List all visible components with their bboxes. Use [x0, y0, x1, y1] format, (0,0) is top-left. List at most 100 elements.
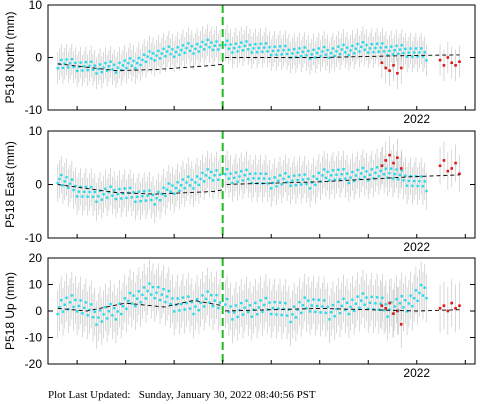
data-point — [232, 311, 236, 314]
data-point — [114, 318, 118, 321]
data-point — [285, 314, 289, 317]
data-point — [72, 188, 75, 192]
recent-point — [442, 64, 446, 67]
data-point — [195, 42, 199, 46]
data-point — [367, 307, 370, 310]
data-point — [329, 51, 333, 55]
data-point — [292, 174, 296, 177]
data-point — [225, 39, 229, 42]
data-point — [275, 185, 278, 188]
data-point — [130, 64, 134, 67]
data-point — [374, 46, 377, 50]
data-point — [82, 190, 86, 193]
data-point — [329, 174, 333, 177]
data-point — [389, 45, 393, 48]
data-point — [123, 59, 126, 62]
recent-point — [388, 301, 391, 305]
data-point — [128, 57, 132, 60]
data-point — [135, 195, 139, 198]
data-point — [155, 197, 158, 200]
data-point — [112, 306, 116, 310]
data-point — [301, 304, 305, 307]
data-point — [273, 176, 276, 179]
data-point — [307, 49, 310, 53]
data-point — [164, 300, 167, 304]
data-point — [208, 176, 211, 180]
data-point — [224, 172, 227, 176]
data-point — [232, 176, 236, 179]
data-point — [294, 316, 298, 319]
data-point — [141, 293, 144, 297]
data-point — [128, 291, 132, 295]
data-point — [190, 300, 194, 304]
data-point — [157, 190, 160, 194]
recent-point — [384, 66, 388, 70]
data-point — [82, 65, 86, 68]
data-point — [321, 305, 324, 308]
data-point — [91, 316, 95, 319]
data-point — [65, 176, 68, 179]
data-point — [289, 320, 292, 324]
data-point — [393, 172, 396, 176]
data-point — [150, 293, 153, 296]
data-point — [363, 303, 366, 306]
data-point — [326, 170, 329, 174]
data-point — [386, 315, 389, 318]
data-point — [240, 41, 243, 44]
data-point — [294, 55, 298, 59]
data-point — [60, 58, 63, 62]
data-point — [132, 191, 135, 194]
data-point — [400, 294, 403, 298]
data-point — [270, 187, 273, 190]
data-point — [411, 55, 414, 58]
data-point — [202, 48, 206, 51]
data-point — [164, 54, 167, 58]
data-point — [315, 304, 319, 308]
data-point — [384, 45, 388, 49]
data-point — [187, 295, 190, 298]
data-point — [259, 172, 262, 175]
data-point — [65, 296, 68, 300]
data-point — [273, 45, 276, 48]
data-point — [104, 61, 107, 65]
data-point — [236, 180, 239, 183]
data-point — [171, 297, 174, 300]
data-point — [135, 297, 139, 300]
data-point — [68, 301, 72, 304]
data-point — [63, 303, 66, 306]
data-point — [241, 313, 245, 316]
data-point — [67, 66, 70, 69]
data-point — [118, 187, 121, 191]
data-point — [79, 185, 82, 189]
data-point — [412, 51, 416, 54]
data-point — [359, 172, 363, 175]
data-point — [178, 189, 181, 193]
data-point — [356, 168, 359, 172]
data-point — [284, 301, 287, 305]
y-tick-label: 0 — [35, 304, 42, 318]
data-point — [268, 45, 271, 49]
data-point — [310, 304, 313, 307]
data-point — [236, 50, 239, 53]
data-point — [232, 46, 236, 50]
data-point — [266, 182, 269, 185]
data-point — [95, 72, 98, 75]
data-point — [425, 59, 428, 62]
data-point — [409, 47, 412, 50]
data-point — [56, 312, 59, 316]
data-point — [165, 50, 169, 53]
data-point — [88, 190, 91, 194]
data-point — [379, 302, 382, 305]
data-point — [381, 296, 384, 300]
data-point — [165, 188, 169, 191]
recent-point — [458, 304, 461, 307]
data-point — [300, 54, 303, 58]
data-point — [123, 297, 126, 300]
data-point — [72, 305, 75, 309]
data-point — [98, 63, 102, 66]
data-point — [111, 314, 114, 317]
data-point — [157, 49, 160, 53]
data-point — [411, 184, 414, 188]
data-point — [217, 306, 220, 310]
data-point — [261, 50, 264, 53]
